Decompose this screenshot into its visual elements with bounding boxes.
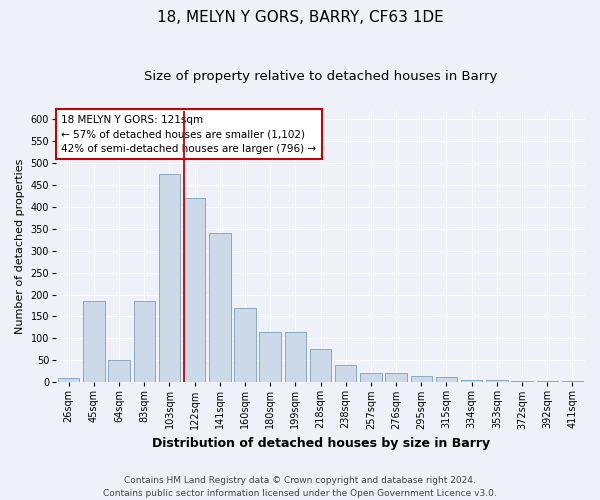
Bar [209, 233, 230, 382]
Title: Size of property relative to detached houses in Barry: Size of property relative to detached ho… [144, 70, 497, 83]
Bar [436, 377, 457, 382]
Bar [486, 380, 508, 382]
Bar [58, 378, 79, 382]
Bar [385, 374, 407, 382]
Y-axis label: Number of detached properties: Number of detached properties [15, 158, 25, 334]
Bar [259, 332, 281, 382]
Bar [310, 350, 331, 382]
Bar [109, 360, 130, 382]
Text: 18, MELYN Y GORS, BARRY, CF63 1DE: 18, MELYN Y GORS, BARRY, CF63 1DE [157, 10, 443, 25]
Text: Contains HM Land Registry data © Crown copyright and database right 2024.
Contai: Contains HM Land Registry data © Crown c… [103, 476, 497, 498]
Bar [360, 374, 382, 382]
Bar [184, 198, 205, 382]
Bar [461, 380, 482, 382]
Bar [335, 364, 356, 382]
Bar [511, 381, 533, 382]
Bar [562, 381, 583, 382]
Bar [284, 332, 306, 382]
Bar [536, 381, 558, 382]
Bar [83, 301, 104, 382]
X-axis label: Distribution of detached houses by size in Barry: Distribution of detached houses by size … [151, 437, 490, 450]
Bar [159, 174, 180, 382]
Bar [410, 376, 432, 382]
Text: 18 MELYN Y GORS: 121sqm
← 57% of detached houses are smaller (1,102)
42% of semi: 18 MELYN Y GORS: 121sqm ← 57% of detache… [61, 114, 317, 154]
Bar [134, 301, 155, 382]
Bar [235, 308, 256, 382]
